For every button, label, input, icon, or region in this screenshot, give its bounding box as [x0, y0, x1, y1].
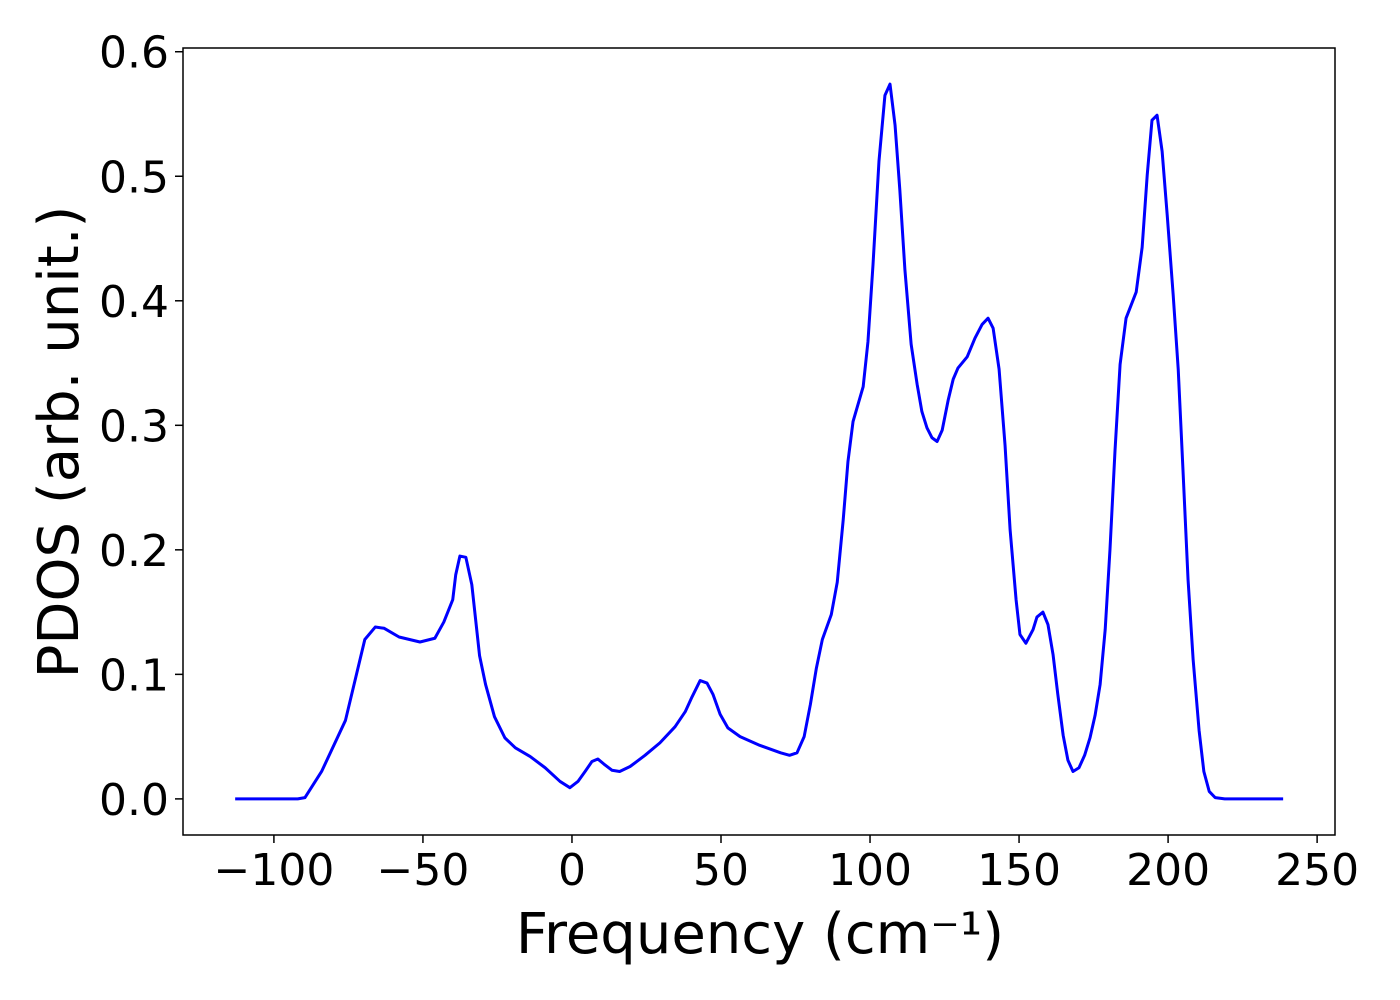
x-tick-label: −100: [213, 845, 334, 896]
y-axis-label: PDOS (arb. unit.): [27, 206, 92, 679]
y-tick-label: 0.6: [99, 28, 169, 79]
x-tick-label: 0: [558, 845, 586, 896]
x-tick-label: 200: [1126, 845, 1210, 896]
y-tick-label: 0.3: [99, 401, 169, 452]
x-tick-label: 100: [828, 845, 912, 896]
y-tick-label: 0.1: [99, 650, 169, 701]
x-axis-label: Frequency (cm⁻¹): [516, 902, 1004, 967]
y-tick-label: 0.0: [99, 775, 169, 826]
plot-frame: [182, 47, 1336, 836]
y-tick-label: 0.4: [99, 277, 169, 328]
line-series: [235, 82, 1284, 801]
x-tick-label: −50: [377, 845, 470, 896]
x-tick-label: 150: [977, 845, 1061, 896]
x-tick-label: 50: [693, 845, 749, 896]
y-tick-label: 0.2: [99, 526, 169, 577]
x-tick-label: 250: [1275, 845, 1359, 896]
y-tick-label: 0.5: [99, 152, 169, 203]
